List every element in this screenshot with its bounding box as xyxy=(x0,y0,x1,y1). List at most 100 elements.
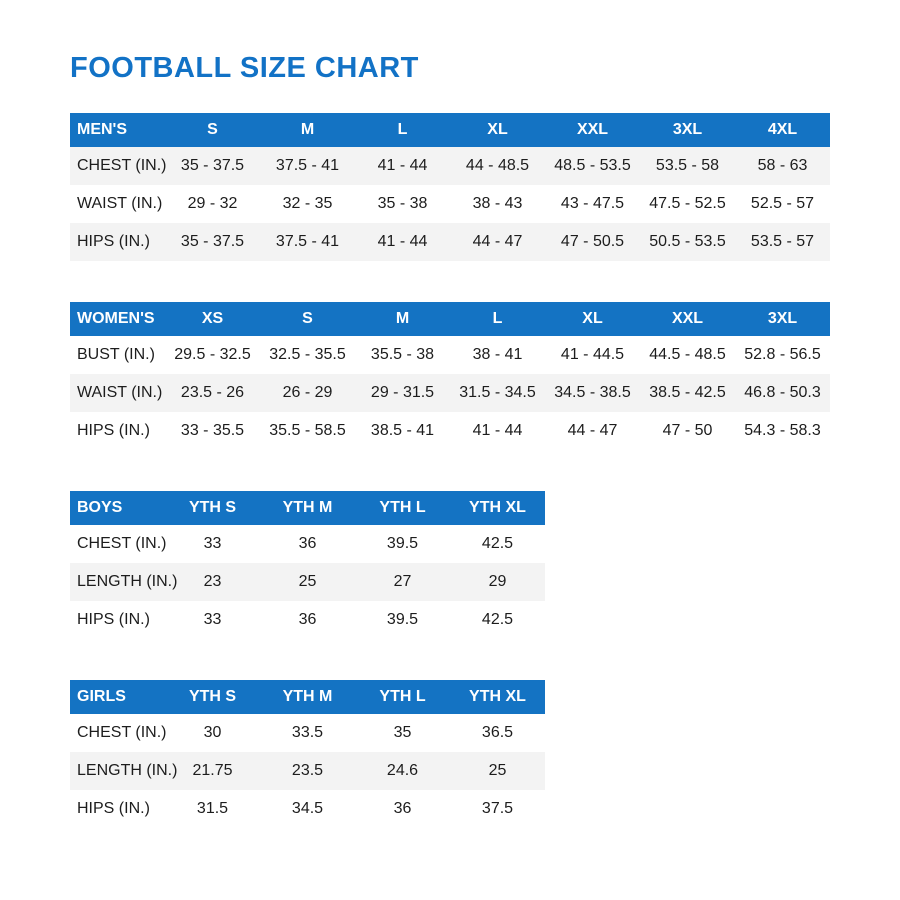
table-row: WAIST (IN.) 23.5 - 26 26 - 29 29 - 31.5 31.5… xyxy=(70,374,830,412)
row-label: WAIST (IN.) xyxy=(77,384,163,401)
size-value-cell: 35 - 37.5 xyxy=(180,233,245,250)
size-table-boys: BOYS YTH S YTH M YTH L YTH XL CHEST (IN.) 33 36… xyxy=(70,491,545,639)
size-value-cell: 35 xyxy=(393,724,412,741)
table-title-cell-boys: BOYS xyxy=(70,491,165,525)
table-row: LENGTH (IN.) 21.75 23.5 24.6 25 xyxy=(70,752,545,790)
row-label: HIPS (IN.) xyxy=(77,611,150,628)
size-column-header: YTH L xyxy=(355,491,450,525)
size-value-cell: 37.5 xyxy=(481,800,514,817)
size-column-header: YTH XL xyxy=(450,491,545,525)
size-column-header: YTH S xyxy=(165,491,260,525)
size-value-cell: 29.5 - 32.5 xyxy=(174,346,251,363)
size-value-cell: 35 - 38 xyxy=(377,195,428,212)
size-value-cell: 37.5 - 41 xyxy=(275,233,340,250)
size-value-cell: 42.5 xyxy=(481,611,514,628)
size-value-cell: 36 xyxy=(298,535,317,552)
size-chart-page: FOOTBALL SIZE CHART MEN'S S M L XL XXL 3XL 4XL C… xyxy=(70,52,900,828)
size-value-cell: 38 - 43 xyxy=(472,195,523,212)
size-column-header: 4XL xyxy=(735,113,830,147)
size-column-header: 3XL xyxy=(640,113,735,147)
table-title-cell-womens: WOMEN'S xyxy=(70,302,165,336)
size-value-cell: 24.6 xyxy=(386,762,419,779)
size-tables-container: MEN'S S M L XL XXL 3XL 4XL CHEST (IN.) 35 - 37.5 3… xyxy=(70,113,900,828)
size-column-header: L xyxy=(355,113,450,147)
size-value-cell: 31.5 - 34.5 xyxy=(459,384,536,401)
size-value-cell: 35.5 - 58.5 xyxy=(269,422,346,439)
size-value-cell: 31.5 xyxy=(196,800,229,817)
table-row: HIPS (IN.) 31.5 34.5 36 37.5 xyxy=(70,790,545,828)
size-value-cell: 25 xyxy=(488,762,507,779)
size-value-cell: 41 - 44 xyxy=(472,422,523,439)
size-value-cell: 53.5 - 58 xyxy=(655,157,720,174)
size-value-cell: 23.5 xyxy=(291,762,324,779)
size-table-mens: MEN'S S M L XL XXL 3XL 4XL CHEST (IN.) 35 - 37.5 3… xyxy=(70,113,830,261)
size-value-cell: 48.5 - 53.5 xyxy=(554,157,631,174)
table-row: HIPS (IN.) 33 - 35.5 35.5 - 58.5 38.5 - 41 4… xyxy=(70,412,830,450)
size-column-header: L xyxy=(450,302,545,336)
size-column-header: YTH XL xyxy=(450,680,545,714)
size-column-header: M xyxy=(260,113,355,147)
table-row: HIPS (IN.) 35 - 37.5 37.5 - 41 41 - 44 44 - … xyxy=(70,223,830,261)
table-row: CHEST (IN.) 33 36 39.5 42.5 xyxy=(70,525,545,563)
size-column-header: XL xyxy=(450,113,545,147)
size-column-header: S xyxy=(260,302,355,336)
table-title-cell-mens: MEN'S xyxy=(70,113,165,147)
size-value-cell: 35 - 37.5 xyxy=(180,157,245,174)
size-column-header: XS xyxy=(165,302,260,336)
size-value-cell: 43 - 47.5 xyxy=(560,195,625,212)
size-value-cell: 47 - 50 xyxy=(662,422,713,439)
size-column-header: YTH M xyxy=(260,680,355,714)
size-value-cell: 37.5 - 41 xyxy=(275,157,340,174)
row-label: CHEST (IN.) xyxy=(77,535,167,552)
size-column-header: M xyxy=(355,302,450,336)
size-value-cell: 58 - 63 xyxy=(757,157,808,174)
size-value-cell: 38.5 - 41 xyxy=(370,422,435,439)
size-value-cell: 41 - 44 xyxy=(377,157,428,174)
row-label: HIPS (IN.) xyxy=(77,800,150,817)
row-label: CHEST (IN.) xyxy=(77,157,167,174)
size-value-cell: 35.5 - 38 xyxy=(370,346,435,363)
table-row: HIPS (IN.) 33 36 39.5 42.5 xyxy=(70,601,545,639)
size-column-header: 3XL xyxy=(735,302,830,336)
row-label: HIPS (IN.) xyxy=(77,422,150,439)
size-value-cell: 38.5 - 42.5 xyxy=(649,384,726,401)
row-label: LENGTH (IN.) xyxy=(77,573,178,590)
size-value-cell: 39.5 xyxy=(386,535,419,552)
row-label: LENGTH (IN.) xyxy=(77,762,178,779)
header-row-mens: MEN'S S M L XL XXL 3XL 4XL xyxy=(70,113,830,147)
size-value-cell: 25 xyxy=(298,573,317,590)
size-column-header: XXL xyxy=(545,113,640,147)
size-value-cell: 44.5 - 48.5 xyxy=(649,346,726,363)
size-value-cell: 38 - 41 xyxy=(472,346,523,363)
size-value-cell: 47 - 50.5 xyxy=(560,233,625,250)
size-value-cell: 21.75 xyxy=(192,762,233,779)
size-column-header: XL xyxy=(545,302,640,336)
size-value-cell: 30 xyxy=(203,724,222,741)
size-value-cell: 52.8 - 56.5 xyxy=(744,346,821,363)
size-value-cell: 47.5 - 52.5 xyxy=(649,195,726,212)
size-value-cell: 41 - 44.5 xyxy=(560,346,625,363)
size-column-header: YTH M xyxy=(260,491,355,525)
size-value-cell: 32.5 - 35.5 xyxy=(269,346,346,363)
size-value-cell: 29 xyxy=(488,573,507,590)
size-column-header: S xyxy=(165,113,260,147)
size-value-cell: 36.5 xyxy=(481,724,514,741)
size-value-cell: 44 - 47 xyxy=(472,233,523,250)
size-value-cell: 42.5 xyxy=(481,535,514,552)
row-label: CHEST (IN.) xyxy=(77,724,167,741)
size-value-cell: 52.5 - 57 xyxy=(750,195,815,212)
size-value-cell: 33 - 35.5 xyxy=(180,422,245,439)
size-value-cell: 33 xyxy=(203,535,222,552)
size-value-cell: 26 - 29 xyxy=(282,384,333,401)
size-column-header: XXL xyxy=(640,302,735,336)
row-label: HIPS (IN.) xyxy=(77,233,150,250)
size-column-header: YTH S xyxy=(165,680,260,714)
size-value-cell: 29 - 32 xyxy=(187,195,238,212)
header-row-boys: BOYS YTH S YTH M YTH L YTH XL xyxy=(70,491,545,525)
table-row: WAIST (IN.) 29 - 32 32 - 35 35 - 38 38 - 43 4… xyxy=(70,185,830,223)
size-value-cell: 34.5 - 38.5 xyxy=(554,384,631,401)
size-value-cell: 29 - 31.5 xyxy=(370,384,435,401)
size-value-cell: 44 - 48.5 xyxy=(465,157,530,174)
size-value-cell: 53.5 - 57 xyxy=(750,233,815,250)
table-row: BUST (IN.) 29.5 - 32.5 32.5 - 35.5 35.5 - 3… xyxy=(70,336,830,374)
